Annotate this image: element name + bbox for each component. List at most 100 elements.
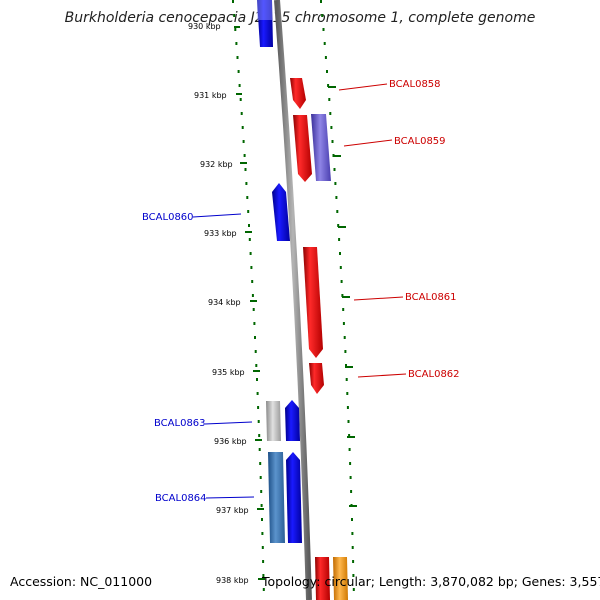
ruler-dot: [345, 364, 347, 367]
ruler-dot: [335, 196, 338, 199]
ruler-dot: [252, 308, 255, 311]
ruler-dot: [321, 14, 324, 17]
ruler-tick-931: 931 kbp: [194, 91, 242, 100]
ruler-dot: [343, 336, 346, 339]
ruler-dot: [260, 490, 263, 493]
ruler-dot: [330, 126, 333, 129]
ruler-dot: [259, 476, 262, 479]
ruler-dots-left: [232, 0, 265, 591]
ruler-dot: [232, 0, 234, 3]
gene-BCAL0863[interactable]: [285, 400, 300, 441]
ruler-dot: [257, 420, 260, 423]
ruler-dot: [346, 392, 349, 395]
ruler-tick-932: 932 kbp: [200, 160, 247, 169]
ruler-dot: [331, 140, 334, 143]
ruler-dot: [260, 504, 263, 507]
gene-BCAL0861[interactable]: [303, 247, 323, 358]
ruler-dot: [234, 28, 237, 31]
feature-violet[interactable]: [311, 114, 331, 181]
ruler-dot: [324, 56, 327, 59]
ruler-dot: [342, 308, 345, 311]
gene-BCAL0859[interactable]: [293, 115, 312, 182]
gene-feature-top-reverse[interactable]: [257, 0, 273, 47]
ruler-dot: [246, 196, 249, 199]
gene-BCAL0862[interactable]: [309, 363, 324, 394]
ruler-dot: [350, 490, 353, 493]
ruler-tick-938: 938 kbp: [216, 576, 265, 585]
ruler-dot: [261, 546, 264, 549]
ruler-dot: [320, 0, 322, 3]
ruler-dot: [352, 588, 355, 591]
callout-lines: [192, 83, 407, 499]
ruler-dot: [261, 532, 264, 535]
ruler-dot: [341, 294, 344, 297]
ruler-dot: [352, 574, 355, 577]
ruler-dot: [258, 434, 261, 437]
gene-BCAL0860[interactable]: [272, 183, 290, 241]
ruler-dot: [245, 182, 248, 185]
ruler-dot: [351, 518, 353, 521]
ruler-tick-934: 934 kbp: [208, 298, 257, 307]
ruler-tick-933: 933 kbp: [204, 229, 252, 238]
ruler-dot: [256, 378, 258, 381]
ruler-dot: [346, 406, 349, 409]
label-BCAL0863[interactable]: BCAL0863: [154, 418, 206, 429]
ruler-dot: [235, 42, 238, 45]
ruler-dot: [251, 294, 254, 297]
feature-steel[interactable]: [268, 452, 285, 543]
ruler-tick-935: 935 kbp: [212, 368, 260, 377]
label-BCAL0858[interactable]: BCAL0858: [389, 79, 441, 90]
ruler-dot: [262, 588, 265, 591]
ruler-dot: [254, 350, 257, 353]
ruler-dot: [338, 238, 341, 241]
ruler-dot: [349, 462, 352, 465]
ruler-tick-930: 930 kbp: [188, 22, 240, 31]
label-BCAL0864[interactable]: BCAL0864: [155, 493, 207, 504]
ruler-dot: [342, 322, 345, 325]
ruler-dot: [340, 280, 343, 283]
ruler-dot: [244, 168, 247, 171]
label-BCAL0862[interactable]: BCAL0862: [408, 369, 460, 380]
ruler-dot: [242, 140, 245, 143]
ruler-dot: [233, 14, 236, 17]
ruler-dot: [255, 364, 258, 367]
ruler-dot: [248, 238, 251, 241]
ruler-dot: [323, 42, 326, 45]
ruler-dot: [261, 518, 263, 521]
ruler-dot: [262, 574, 265, 577]
ruler-dot: [352, 560, 355, 563]
ruler-dot: [239, 98, 242, 101]
ruler-dot: [351, 532, 354, 535]
ruler-dot: [329, 112, 332, 115]
ruler-dot: [241, 126, 244, 129]
gene-BCAL0864[interactable]: [286, 452, 302, 543]
ruler-label-938: 938 kbp: [216, 576, 249, 585]
ruler-dot: [347, 420, 350, 423]
ruler-dot: [248, 224, 250, 227]
feature-gray[interactable]: [266, 401, 281, 441]
label-BCAL0861[interactable]: BCAL0861: [405, 292, 457, 303]
ruler-dot: [249, 252, 252, 255]
label-BCAL0859[interactable]: BCAL0859: [394, 136, 446, 147]
gene-BCAL0858[interactable]: [290, 78, 306, 109]
ruler-dot: [247, 210, 250, 213]
label-BCAL0860[interactable]: BCAL0860: [142, 212, 194, 223]
ruler-ticks-right: [328, 86, 357, 507]
ruler-dot: [334, 182, 337, 185]
ruler-dot: [250, 266, 253, 269]
ruler-dot: [262, 560, 265, 563]
ruler-dot: [345, 378, 348, 381]
ruler-dot: [253, 322, 256, 325]
ruler-dots-right: [320, 0, 355, 591]
feature-orange[interactable]: [333, 557, 348, 600]
ruler-dot: [327, 84, 330, 87]
chromosome-backbone: [274, 0, 312, 600]
ruler-dot: [349, 476, 352, 479]
ruler-dot: [333, 168, 336, 171]
ruler-dot: [257, 406, 260, 409]
gene-feature-bottom-forward[interactable]: [315, 557, 330, 600]
map-title: Burkholderia cenocepacia J2315 chromosom…: [64, 10, 536, 26]
ruler-label-935: 935 kbp: [212, 368, 245, 377]
ruler-dot: [256, 392, 259, 395]
ruler-dot: [322, 28, 325, 31]
